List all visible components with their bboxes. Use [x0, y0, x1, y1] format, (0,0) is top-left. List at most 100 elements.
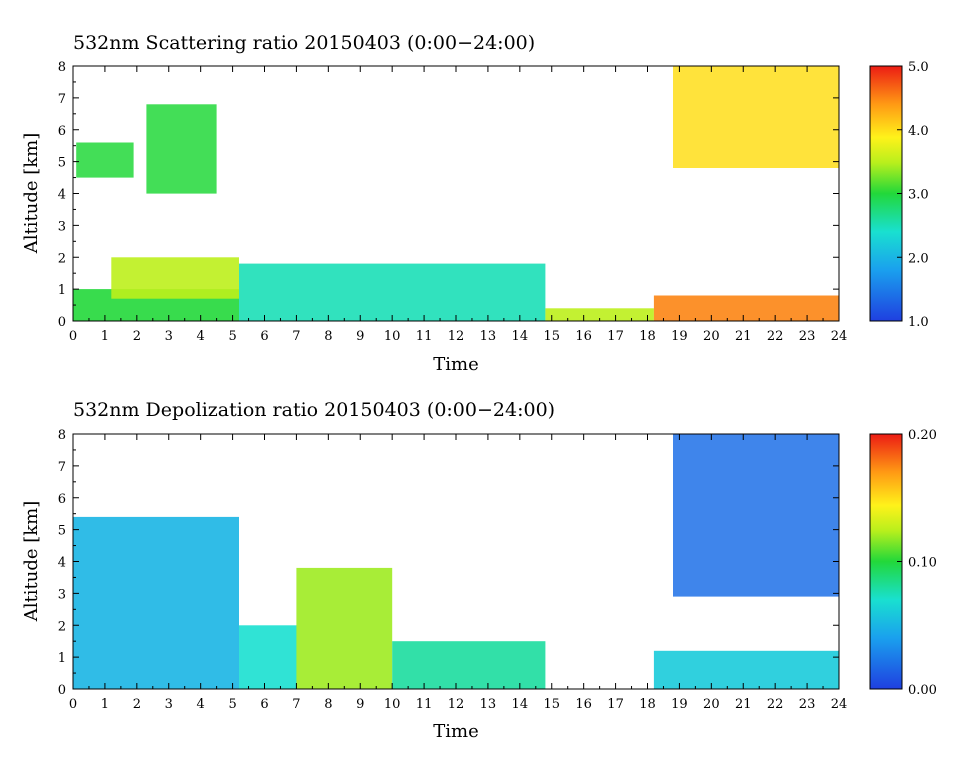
colorbar-ticks: 0.00 0.10 0.20 — [897, 428, 937, 698]
x-tick-label: 11 — [416, 329, 433, 344]
x-tick-label: 12 — [448, 697, 465, 712]
x-tick-label: 6 — [260, 697, 268, 712]
y-tick-label: 7 — [58, 460, 66, 475]
x-tick-label: 10 — [384, 329, 401, 344]
x-tick-label: 0 — [69, 697, 77, 712]
x-tick-label: 4 — [197, 697, 205, 712]
y-tick-label: 6 — [58, 492, 66, 507]
x-tick-label: 18 — [639, 329, 656, 344]
x-tick-label: 6 — [260, 329, 268, 344]
x-tick-label: 12 — [448, 329, 465, 344]
colorbar-ticks: 1.0 2.0 3.0 4.0 5.0 — [897, 60, 929, 330]
aerosol-layer — [545, 308, 654, 322]
y-axis: 0 1 2 3 4 5 6 7 8 — [58, 428, 839, 698]
x-tick-label: 2 — [133, 697, 141, 712]
x-tick-label: 1 — [101, 329, 109, 344]
colorbar — [869, 433, 903, 690]
y-tick-label: 1 — [58, 283, 66, 298]
colorbar-tick-label: 4.0 — [908, 124, 929, 139]
x-tick-label: 3 — [165, 697, 173, 712]
x-tick-label: 7 — [292, 329, 300, 344]
x-tick-label: 14 — [512, 697, 529, 712]
y-tick-label: 1 — [58, 651, 66, 666]
x-tick-label: 4 — [197, 329, 205, 344]
x-tick-label: 5 — [228, 697, 236, 712]
colorbar-tick-label: 0.20 — [908, 428, 937, 443]
y-tick-label: 4 — [58, 188, 66, 203]
y-axis-label: Altitude [km] — [21, 501, 42, 623]
x-tick-label: 18 — [639, 697, 656, 712]
aerosol-layer — [239, 625, 297, 690]
cloud-region — [146, 104, 217, 194]
scattering-ratio-panel: 532nm Scattering ratio 20150403 (0:00−24… — [21, 32, 929, 375]
x-tick-label: 13 — [480, 329, 497, 344]
y-tick-label: 0 — [58, 315, 66, 330]
x-tick-label: 5 — [228, 329, 236, 344]
y-tick-label: 2 — [58, 251, 66, 266]
colorbar-tick-label: 3.0 — [908, 188, 929, 203]
x-tick-label: 3 — [165, 329, 173, 344]
x-tick-label: 24 — [831, 329, 848, 344]
x-tick-label: 9 — [356, 329, 364, 344]
x-tick-label: 16 — [575, 697, 592, 712]
x-axis: 0 1 2 3 4 5 6 7 8 9 10 11 12 13 14 15 16 17 18 19 20 21 22 23 24 — [69, 434, 847, 712]
x-tick-label: 7 — [292, 697, 300, 712]
y-tick-label: 8 — [58, 428, 66, 443]
x-tick-label: 9 — [356, 697, 364, 712]
x-tick-label: 11 — [416, 697, 433, 712]
cloud-region — [673, 434, 839, 597]
x-tick-label: 23 — [799, 697, 816, 712]
depolarization-ratio-panel: 532nm Depolization ratio 20150403 (0:00−… — [21, 399, 937, 742]
x-tick-label: 14 — [512, 329, 529, 344]
y-axis-label: Altitude [km] — [21, 133, 42, 255]
y-tick-label: 3 — [58, 587, 66, 602]
chart-title: 532nm Scattering ratio 20150403 (0:00−24… — [73, 32, 535, 54]
y-tick-label: 8 — [58, 60, 66, 75]
x-tick-label: 21 — [735, 329, 752, 344]
x-tick-label: 19 — [671, 697, 688, 712]
cloud-region — [76, 142, 134, 178]
x-axis: 0 1 2 3 4 5 6 7 8 9 10 11 12 13 14 15 16 17 18 19 20 21 22 23 24 — [69, 66, 847, 344]
aerosol-layer — [653, 295, 839, 321]
y-tick-label: 2 — [58, 619, 66, 634]
x-tick-label: 15 — [543, 329, 560, 344]
x-tick-label: 2 — [133, 329, 141, 344]
colorbar-tick-label: 1.0 — [908, 315, 929, 330]
x-tick-label: 8 — [324, 329, 332, 344]
x-tick-label: 19 — [671, 329, 688, 344]
x-tick-label: 24 — [831, 697, 848, 712]
y-axis: 0 1 2 3 4 5 6 7 8 — [58, 60, 839, 330]
aerosol-layer — [296, 567, 393, 689]
aerosol-layer — [239, 263, 546, 321]
x-tick-label: 22 — [767, 329, 784, 344]
plot-area — [73, 434, 839, 690]
x-tick-label: 22 — [767, 697, 784, 712]
y-tick-label: 3 — [58, 219, 66, 234]
x-tick-label: 20 — [703, 329, 720, 344]
x-tick-label: 16 — [575, 329, 592, 344]
x-axis-label: Time — [433, 354, 478, 375]
plot-area — [73, 66, 839, 322]
aerosol-layer — [392, 641, 546, 689]
y-tick-label: 4 — [58, 556, 66, 571]
colorbar-tick-label: 2.0 — [908, 251, 929, 266]
y-tick-label: 0 — [58, 683, 66, 698]
x-tick-label: 20 — [703, 697, 720, 712]
y-tick-label: 7 — [58, 92, 66, 107]
x-tick-label: 17 — [607, 697, 624, 712]
cloud-region — [673, 66, 839, 168]
x-tick-label: 23 — [799, 329, 816, 344]
y-tick-label: 6 — [58, 124, 66, 139]
x-axis-label: Time — [433, 721, 478, 742]
x-tick-label: 1 — [101, 697, 109, 712]
x-tick-label: 0 — [69, 329, 77, 344]
x-tick-label: 10 — [384, 697, 401, 712]
x-tick-label: 15 — [543, 697, 560, 712]
x-tick-label: 13 — [480, 697, 497, 712]
colorbar-tick-label: 0.00 — [908, 683, 937, 698]
y-tick-label: 5 — [58, 524, 66, 539]
chart-title: 532nm Depolization ratio 20150403 (0:00−… — [73, 399, 555, 421]
aerosol-layer — [653, 650, 839, 690]
y-tick-label: 5 — [58, 156, 66, 171]
